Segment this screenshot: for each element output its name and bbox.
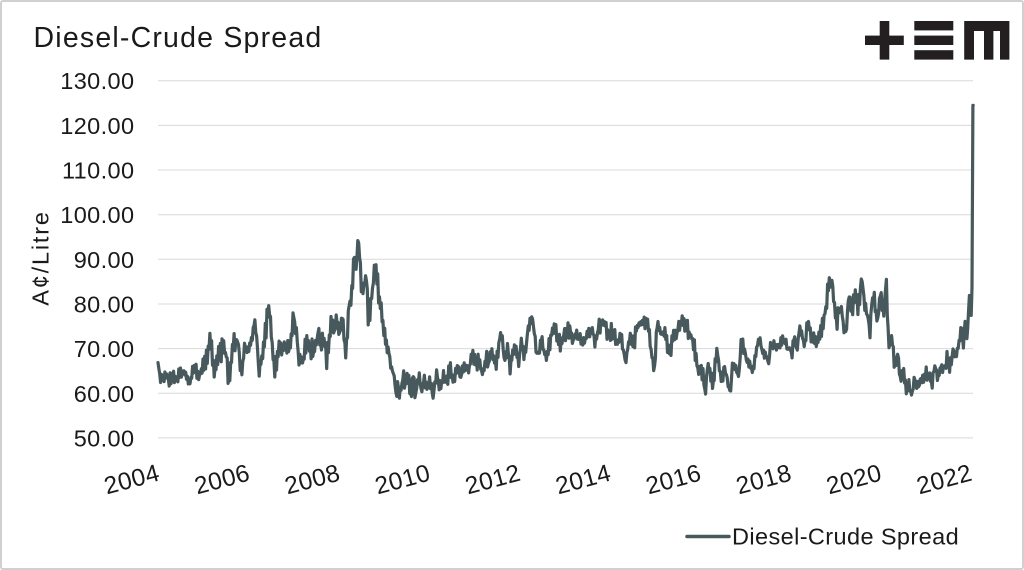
svg-text:110.00: 110.00 bbox=[62, 158, 135, 184]
svg-text:50.00: 50.00 bbox=[74, 425, 135, 451]
svg-text:2008: 2008 bbox=[282, 460, 343, 501]
svg-text:2022: 2022 bbox=[914, 460, 975, 501]
svg-text:Diesel-Crude Spread: Diesel-Crude Spread bbox=[732, 524, 959, 550]
svg-text:130.00: 130.00 bbox=[60, 68, 134, 94]
svg-text:60.00: 60.00 bbox=[74, 381, 135, 407]
svg-text:100.00: 100.00 bbox=[60, 202, 134, 228]
svg-text:2006: 2006 bbox=[192, 460, 253, 501]
svg-text:90.00: 90.00 bbox=[74, 247, 135, 273]
svg-text:2004: 2004 bbox=[101, 460, 162, 501]
svg-text:Diesel-Crude Spread: Diesel-Crude Spread bbox=[34, 22, 323, 54]
svg-text:A¢/Litre: A¢/Litre bbox=[28, 210, 54, 305]
svg-text:2010: 2010 bbox=[372, 460, 433, 501]
svg-text:2014: 2014 bbox=[553, 460, 614, 501]
svg-text:2020: 2020 bbox=[824, 460, 885, 501]
svg-text:2018: 2018 bbox=[733, 460, 794, 501]
svg-text:70.00: 70.00 bbox=[74, 336, 135, 362]
svg-text:2012: 2012 bbox=[462, 460, 523, 501]
svg-text:80.00: 80.00 bbox=[74, 292, 135, 318]
svg-text:120.00: 120.00 bbox=[60, 113, 134, 139]
svg-text:2016: 2016 bbox=[643, 460, 704, 501]
